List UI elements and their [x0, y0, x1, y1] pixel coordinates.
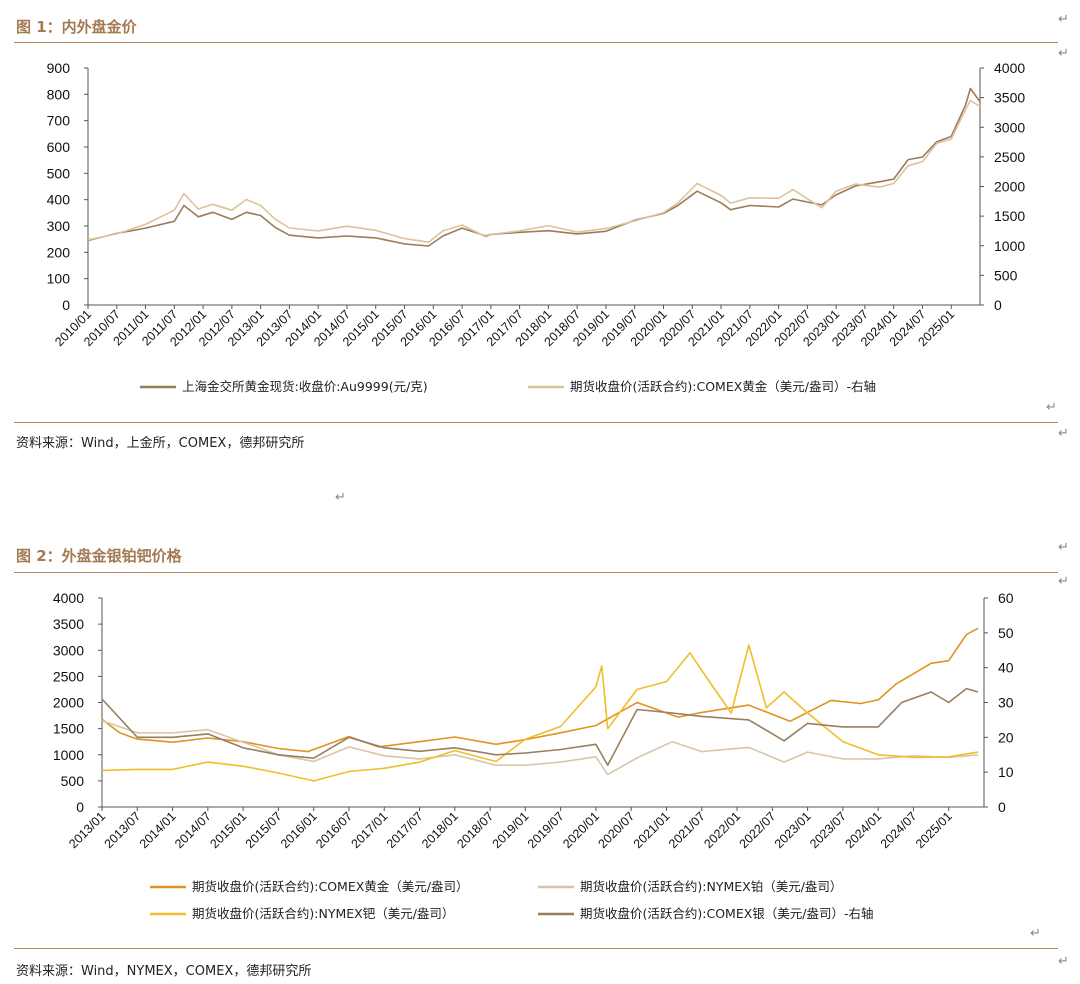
figure1-bottom-rule	[14, 422, 1058, 423]
legend-label: 期货收盘价(活跃合约):COMEX银（美元/盎司）-右轴	[580, 906, 874, 921]
x-tick-label: 2014/01	[137, 809, 179, 851]
y-left-tick-label: 0	[76, 799, 84, 815]
y-left-tick-label: 1500	[53, 721, 84, 737]
x-tick-label: 2016/01	[278, 809, 320, 851]
y-left-tick-label: 400	[47, 192, 71, 208]
return-mark-icon: ↵	[1058, 540, 1069, 555]
x-tick-label: 2022/01	[701, 809, 743, 851]
series-line-1	[87, 87, 981, 247]
y-left-tick-label: 600	[47, 139, 71, 155]
x-tick-label: 2023/01	[772, 809, 814, 851]
y-left-tick-label: 4000	[53, 590, 84, 606]
return-mark-icon: ↵	[1058, 426, 1069, 441]
series-line-4	[101, 687, 979, 767]
return-mark-icon: ↵	[335, 490, 346, 505]
x-tick-label: 2018/07	[454, 809, 496, 851]
x-tick-label: 2022/07	[737, 809, 779, 851]
figure2-bottom-rule	[14, 948, 1058, 949]
y-right-tick-label: 3500	[994, 90, 1025, 106]
y-left-tick-label: 300	[47, 218, 71, 234]
x-tick-label: 2019/07	[525, 809, 567, 851]
y-right-tick-label: 50	[998, 625, 1014, 641]
y-right-tick-label: 2000	[994, 179, 1025, 195]
x-tick-label: 2021/01	[631, 809, 673, 851]
y-right-tick-label: 0	[994, 297, 1002, 313]
return-mark-icon: ↵	[1058, 12, 1069, 27]
return-mark-icon: ↵	[1058, 46, 1069, 61]
legend-label: 期货收盘价(活跃合约):NYMEX铂（美元/盎司）	[580, 879, 842, 894]
y-left-tick-label: 900	[47, 60, 71, 76]
legend-label: 期货收盘价(活跃合约):NYMEX钯（美元/盎司）	[192, 906, 454, 921]
y-left-tick-label: 0	[62, 297, 70, 313]
figure2-top-rule	[14, 572, 1058, 573]
series-line-2	[87, 99, 981, 243]
x-tick-label: 2018/01	[419, 809, 461, 851]
x-tick-label: 2025/01	[913, 809, 955, 851]
y-left-tick-label: 500	[61, 773, 85, 789]
y-right-tick-label: 60	[998, 590, 1014, 606]
figure2-caption: 图 2：外盘金银铂钯价格	[16, 547, 182, 565]
x-tick-label: 2015/01	[207, 809, 249, 851]
x-tick-label: 2020/01	[560, 809, 602, 851]
series-line-2	[101, 720, 979, 776]
y-right-tick-label: 4000	[994, 60, 1025, 76]
legend-label: 上海金交所黄金现货:收盘价:Au9999(元/克)	[182, 379, 428, 394]
return-mark-icon: ↵	[1030, 926, 1041, 941]
return-mark-icon: ↵	[1046, 400, 1057, 415]
x-tick-label: 2023/07	[807, 809, 849, 851]
legend-label: 期货收盘价(活跃合约):COMEX黄金（美元/盎司）	[192, 879, 469, 894]
x-tick-label: 2019/01	[490, 809, 532, 851]
x-tick-label: 2014/07	[172, 809, 214, 851]
y-left-tick-label: 100	[47, 271, 71, 287]
series-line-1	[101, 627, 979, 753]
x-tick-label: 2021/07	[666, 809, 708, 851]
x-tick-label: 2017/01	[349, 809, 391, 851]
x-tick-label: 2024/01	[842, 809, 884, 851]
y-left-tick-label: 2500	[53, 668, 84, 684]
y-right-tick-label: 20	[998, 729, 1014, 745]
x-tick-label: 2020/07	[595, 809, 637, 851]
y-right-tick-label: 500	[994, 267, 1018, 283]
x-tick-label: 2017/07	[384, 809, 426, 851]
return-mark-icon: ↵	[1058, 574, 1069, 589]
x-tick-label: 2015/07	[243, 809, 285, 851]
y-left-tick-label: 3500	[53, 616, 84, 632]
series-line-3	[101, 644, 979, 782]
y-right-tick-label: 10	[998, 764, 1014, 780]
y-right-tick-label: 2500	[994, 149, 1025, 165]
y-left-tick-label: 800	[47, 86, 71, 102]
return-mark-icon: ↵	[1058, 954, 1069, 969]
x-tick-label: 2013/01	[66, 809, 108, 851]
y-right-tick-label: 1000	[994, 238, 1025, 254]
legend-label: 期货收盘价(活跃合约):COMEX黄金（美元/盎司）-右轴	[570, 379, 876, 394]
y-right-tick-label: 3000	[994, 119, 1025, 135]
figure1-top-rule	[14, 42, 1058, 43]
y-left-tick-label: 500	[47, 165, 71, 181]
y-left-tick-label: 700	[47, 113, 71, 129]
x-tick-label: 2024/07	[878, 809, 920, 851]
y-left-tick-label: 1000	[53, 747, 84, 763]
x-tick-label: 2016/07	[313, 809, 355, 851]
y-right-tick-label: 1500	[994, 208, 1025, 224]
figure1-caption: 图 1：内外盘金价	[16, 18, 137, 36]
figure1-source: 资料来源：Wind，上金所，COMEX，德邦研究所	[16, 436, 305, 451]
y-right-tick-label: 40	[998, 660, 1014, 676]
y-right-tick-label: 30	[998, 695, 1014, 711]
y-right-tick-label: 0	[998, 799, 1006, 815]
y-left-tick-label: 3000	[53, 642, 84, 658]
figure2-source: 资料来源：Wind，NYMEX，COMEX，德邦研究所	[16, 964, 312, 979]
y-left-tick-label: 200	[47, 244, 71, 260]
x-tick-label: 2013/07	[102, 809, 144, 851]
y-left-tick-label: 2000	[53, 695, 84, 711]
